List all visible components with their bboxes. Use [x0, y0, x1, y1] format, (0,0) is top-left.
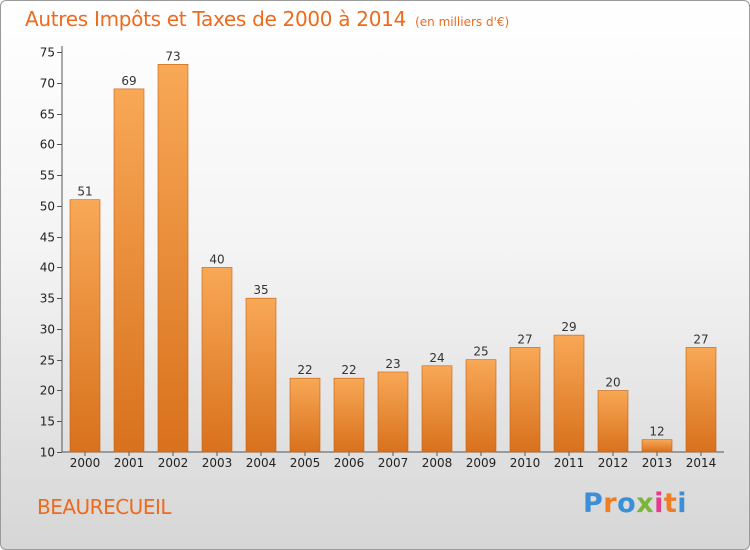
x-tick-label: 2009	[466, 456, 497, 470]
logo-letter: i	[677, 488, 688, 519]
x-tick-label: 2013	[642, 456, 673, 470]
y-tick-label: 55	[40, 169, 55, 183]
logo-letter: i	[654, 488, 664, 519]
bar-value-label: 35	[253, 283, 268, 297]
bar-2006	[333, 377, 365, 453]
y-tick-label: 30	[40, 323, 55, 337]
x-tick-label: 2002	[158, 456, 189, 470]
x-tick-label: 2001	[114, 456, 145, 470]
x-tick-label: 2010	[510, 456, 541, 470]
x-tick-label: 2011	[554, 456, 585, 470]
y-tick-label: 50	[40, 200, 55, 214]
bar-value-label: 29	[561, 320, 576, 334]
x-tick-label: 2007	[378, 456, 409, 470]
x-tick-label: 2012	[598, 456, 629, 470]
bar-value-label: 73	[165, 49, 180, 63]
bar-2007	[377, 371, 409, 453]
chart-title: Autres Impôts et Taxes de 2000 à 2014	[25, 7, 406, 31]
title-row: Autres Impôts et Taxes de 2000 à 2014 (e…	[25, 7, 509, 31]
x-tick-label: 2004	[246, 456, 277, 470]
bar-2012	[597, 390, 629, 453]
bar-2011	[553, 334, 585, 453]
bar-2014	[685, 347, 717, 453]
bar-value-label: 51	[77, 185, 92, 199]
x-tick-label: 2008	[422, 456, 453, 470]
logo-letter: o	[617, 488, 637, 519]
bar-value-label: 22	[341, 363, 356, 377]
y-tick-label: 15	[40, 415, 55, 429]
city-name: BEAURECUEIL	[37, 495, 172, 519]
bar-value-label: 69	[121, 74, 136, 88]
x-tick-label: 2000	[70, 456, 101, 470]
bar-value-label: 24	[429, 351, 444, 365]
bar-2003	[201, 267, 233, 453]
y-tick-label: 75	[40, 46, 55, 60]
logo-letter: t	[663, 488, 678, 519]
logo-letter: P	[583, 488, 604, 519]
logo-letter: x	[636, 488, 655, 519]
y-tick-label: 40	[40, 261, 55, 275]
chart-axes: 10 15 20 25 30 35 40 45 50 55 60 65 70 75 2000 2001 2002…	[40, 46, 724, 470]
bar-2013	[641, 439, 673, 453]
y-tick-label: 45	[40, 231, 55, 245]
bar-value-label: 40	[209, 252, 224, 266]
bar-value-label: 23	[385, 357, 400, 371]
chart-bars: 51 69 73 40 35 22 22 23 24 25 27 29 20 12 27	[69, 49, 717, 453]
x-tick-label: 2014	[686, 456, 717, 470]
bar-value-label: 27	[517, 332, 532, 346]
bar-value-label: 27	[693, 332, 708, 346]
y-tick-label: 10	[40, 446, 55, 460]
bar-2005	[289, 377, 321, 453]
chart-subtitle: (en milliers d'€)	[415, 15, 510, 29]
y-tick-label: 70	[40, 77, 55, 91]
proxiti-logo[interactable]: Proxiti	[583, 488, 687, 519]
logo-letter: r	[603, 488, 618, 519]
y-tick-label: 25	[40, 354, 55, 368]
y-tick-label: 20	[40, 384, 55, 398]
x-tick-label: 2005	[290, 456, 321, 470]
y-tick-label: 65	[40, 108, 55, 122]
y-tick-label: 35	[40, 292, 55, 306]
x-tick-label: 2003	[202, 456, 233, 470]
bar-2004	[245, 297, 277, 453]
bar-2002	[157, 63, 189, 453]
bar-value-label: 12	[649, 425, 664, 439]
bar-2001	[113, 88, 145, 453]
bar-2000	[69, 199, 101, 453]
bar-value-label: 22	[297, 363, 312, 377]
bar-2008	[421, 365, 453, 453]
y-tick-label: 60	[40, 138, 55, 152]
bar-2009	[465, 359, 497, 453]
bar-2010	[509, 347, 541, 453]
bar-value-label: 20	[605, 376, 620, 390]
bar-value-label: 25	[473, 345, 488, 359]
x-tick-label: 2006	[334, 456, 365, 470]
